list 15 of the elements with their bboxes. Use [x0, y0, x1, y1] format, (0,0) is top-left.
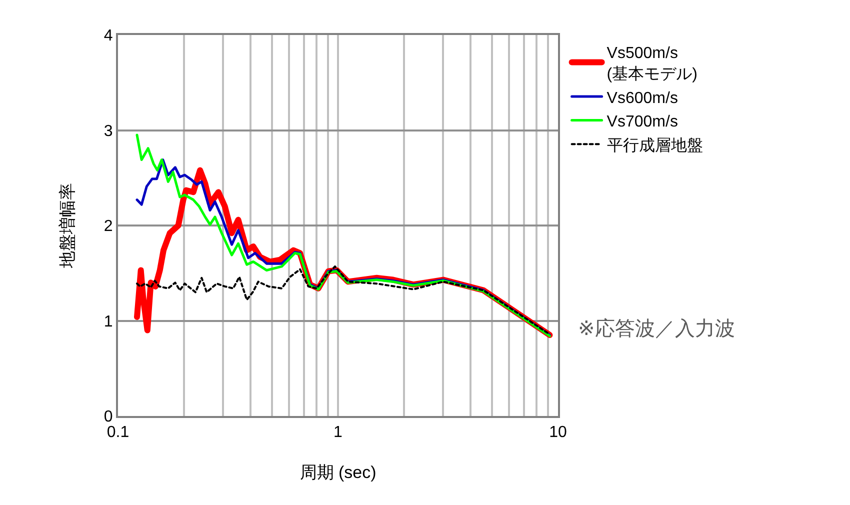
x-tick-label: 1	[334, 424, 343, 442]
y-tick-label: 0	[104, 408, 113, 426]
legend-label: 平行成層地盤	[606, 136, 703, 154]
y-tick-label: 2	[104, 218, 113, 236]
y-tick-label: 3	[104, 122, 113, 140]
legend-label: Vs600m/s	[606, 90, 678, 107]
text: ※応答波／入力波	[578, 317, 735, 340]
x-tick-label: 10	[549, 424, 567, 442]
y-tick-label: 1	[104, 313, 113, 330]
y-tick-label: 4	[104, 28, 113, 45]
y-axis-title: 地盤増幅率	[58, 183, 77, 269]
legend-label: Vs500m/s (基本モデル)	[606, 45, 698, 83]
x-axis-title: 周期 (sec)	[300, 463, 376, 482]
legend-label: Vs700m/s	[606, 114, 678, 131]
x-tick-label: 0.1	[106, 424, 130, 442]
